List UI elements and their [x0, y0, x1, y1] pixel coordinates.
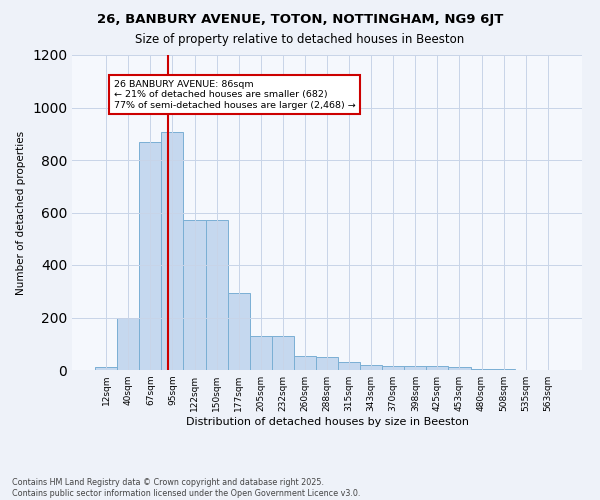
X-axis label: Distribution of detached houses by size in Beeston: Distribution of detached houses by size … [185, 417, 469, 427]
Text: 26 BANBURY AVENUE: 86sqm
← 21% of detached houses are smaller (682)
77% of semi-: 26 BANBURY AVENUE: 86sqm ← 21% of detach… [114, 80, 356, 110]
Bar [470, 368, 493, 370]
Bar [95, 368, 117, 370]
Bar [250, 336, 272, 370]
Bar [427, 366, 448, 370]
Text: Contains HM Land Registry data © Crown copyright and database right 2025.
Contai: Contains HM Land Registry data © Crown c… [12, 478, 361, 498]
Bar [382, 366, 404, 370]
Text: 26, BANBURY AVENUE, TOTON, NOTTINGHAM, NG9 6JT: 26, BANBURY AVENUE, TOTON, NOTTINGHAM, N… [97, 12, 503, 26]
Bar [404, 366, 427, 370]
Bar [448, 368, 470, 370]
Bar [338, 362, 360, 370]
Bar [360, 365, 382, 370]
Bar [294, 356, 316, 370]
Bar [184, 220, 206, 370]
Bar [272, 336, 294, 370]
Bar [206, 220, 227, 370]
Bar [161, 132, 184, 370]
Bar [139, 142, 161, 370]
Bar [227, 292, 250, 370]
Bar [316, 357, 338, 370]
Y-axis label: Number of detached properties: Number of detached properties [16, 130, 26, 294]
Text: Size of property relative to detached houses in Beeston: Size of property relative to detached ho… [136, 32, 464, 46]
Bar [117, 318, 139, 370]
